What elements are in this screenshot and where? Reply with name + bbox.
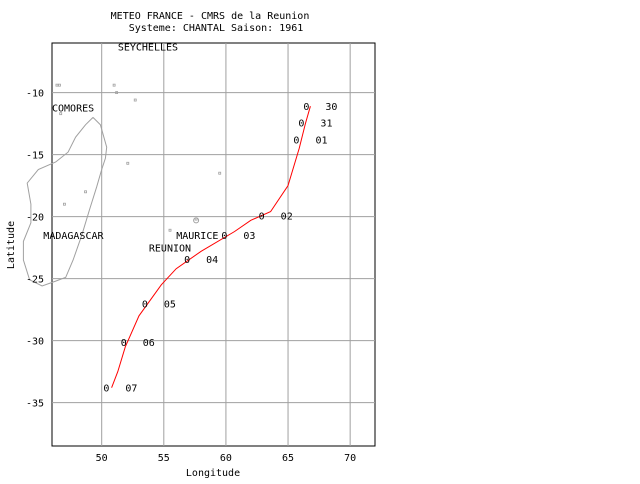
position-day: 03 bbox=[243, 231, 255, 242]
place-label: SEYCHELLES bbox=[118, 43, 178, 54]
islet-mark bbox=[126, 161, 130, 165]
position-day: 31 bbox=[320, 118, 332, 129]
y-tick-label: -20 bbox=[26, 213, 44, 224]
plot-frame bbox=[51, 42, 376, 447]
grid bbox=[52, 43, 375, 446]
madagascar-coast bbox=[22, 117, 108, 287]
track bbox=[111, 106, 311, 388]
track-line bbox=[111, 106, 311, 388]
position-hour: 0 bbox=[221, 231, 227, 242]
axis-ticks: 50 55 60 65 70 -10 -15 -20 -25 -30 -35 bbox=[26, 89, 356, 464]
islet-mark bbox=[112, 83, 116, 87]
position-hour: 0 bbox=[103, 384, 109, 395]
position-hour: 0 bbox=[184, 255, 190, 266]
position-hour: 0 bbox=[121, 338, 127, 349]
y-tick-label: -30 bbox=[26, 337, 44, 348]
position-hour: 0 bbox=[298, 118, 304, 129]
y-tick-label: -15 bbox=[26, 151, 44, 162]
position-day: 05 bbox=[164, 299, 176, 310]
islet-mark bbox=[58, 83, 61, 87]
islet-mark bbox=[55, 83, 59, 87]
y-tick-label: -25 bbox=[26, 275, 44, 286]
place-label: MADAGASCAR bbox=[43, 231, 104, 242]
position-hour: 0 bbox=[303, 102, 309, 113]
islet-mark bbox=[115, 91, 118, 94]
position-labels: 0 300 310 010 020 030 040 050 060 07 bbox=[103, 102, 337, 394]
y-axis-label: Latitude bbox=[6, 221, 17, 269]
position-day: 02 bbox=[281, 211, 293, 222]
position-day: 07 bbox=[125, 384, 137, 395]
y-tick-label: -35 bbox=[26, 399, 44, 410]
position-hour: 0 bbox=[142, 299, 148, 310]
islet-mark bbox=[63, 202, 66, 206]
islet-mark bbox=[84, 190, 87, 194]
place-label: MAURICE bbox=[176, 231, 218, 242]
place-label: COMORES bbox=[52, 103, 94, 114]
coastline bbox=[22, 83, 222, 287]
mauritius-coast bbox=[193, 217, 200, 224]
title-line-2: Systeme: CHANTAL Saison: 1961 bbox=[129, 23, 304, 34]
position-day: 30 bbox=[325, 102, 337, 113]
x-tick-label: 60 bbox=[220, 453, 232, 464]
place-labels: SEYCHELLES COMORES MADAGASCAR MAURICE REUNIO… bbox=[43, 43, 218, 255]
position-day: 04 bbox=[206, 255, 218, 266]
y-tick-label: -10 bbox=[26, 89, 44, 100]
position-day: 01 bbox=[315, 136, 327, 147]
islet-mark bbox=[168, 228, 172, 232]
islet-mark bbox=[59, 112, 63, 116]
x-tick-label: 70 bbox=[344, 453, 356, 464]
islet-mark bbox=[218, 171, 222, 175]
position-hour: 0 bbox=[259, 211, 265, 222]
islet-mark bbox=[133, 98, 137, 102]
x-axis-label: Longitude bbox=[186, 468, 240, 479]
title-line-1: METEO FRANCE - CMRS de la Reunion bbox=[111, 11, 310, 22]
x-tick-label: 65 bbox=[282, 453, 294, 464]
place-label: REUNION bbox=[149, 244, 191, 255]
position-day: 06 bbox=[143, 338, 155, 349]
position-hour: 0 bbox=[293, 136, 299, 147]
x-tick-label: 50 bbox=[96, 453, 108, 464]
x-tick-label: 55 bbox=[158, 453, 170, 464]
